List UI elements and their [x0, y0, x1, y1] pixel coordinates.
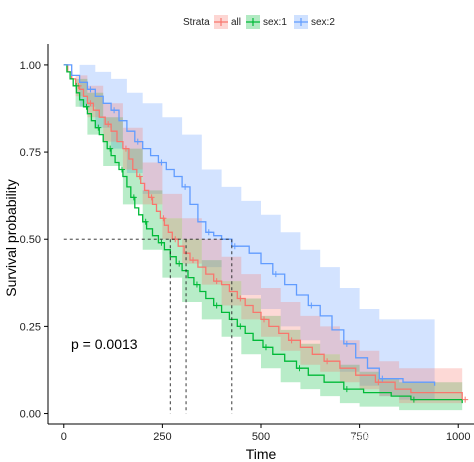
censor-mark-sex-2 — [343, 340, 350, 347]
censor-mark-sex-2 — [134, 138, 141, 145]
censor-mark-sex-1 — [158, 239, 165, 246]
legend-label-all: all — [231, 17, 241, 28]
y-tick-label: 0.50 — [20, 234, 41, 246]
legend-label-sex-2: sex:2 — [311, 17, 335, 28]
censor-mark-sex-2 — [205, 229, 212, 236]
censor-mark-sex-1 — [296, 365, 303, 372]
survival-curve-sex-2 — [63, 64, 436, 386]
censor-mark-all — [105, 121, 112, 128]
x-tick-label: 500 — [252, 431, 270, 443]
x-axis-title: Time — [246, 446, 277, 462]
censor-mark-all — [462, 396, 469, 403]
ci-band-all — [63, 64, 463, 407]
censor-mark-all — [261, 316, 267, 323]
censor-mark-all — [160, 215, 167, 222]
x-tick-label: 0 — [61, 431, 67, 443]
censor-mark-sex-1 — [73, 82, 80, 89]
censor-mark-all — [288, 337, 295, 344]
x-tick-label: 750 — [350, 431, 368, 443]
censor-mark-all — [375, 379, 382, 386]
censor-mark-all — [87, 100, 94, 107]
censor-mark-sex-2 — [272, 271, 279, 278]
censor-mark-sex-1 — [176, 260, 183, 267]
censor-mark-sex-1 — [237, 323, 244, 330]
censor-mark-sex-1 — [410, 396, 417, 403]
y-tick-label: 0.25 — [20, 321, 41, 333]
confidence-bands — [63, 64, 463, 411]
legend: Strata all sex:1 sex:2 — [183, 15, 335, 29]
censor-mark-all — [324, 358, 331, 365]
censor-mark-sex-1 — [262, 344, 269, 351]
censor-mark-sex-1 — [213, 302, 220, 309]
median-lines — [63, 238, 233, 414]
censor-mark-all — [237, 295, 244, 302]
censor-mark-sex-2 — [182, 183, 189, 190]
censor-mark-sex-1 — [95, 124, 102, 131]
legend-key-mark — [294, 18, 308, 26]
censor-mark-sex-1 — [193, 281, 200, 288]
legend-title: Strata — [183, 17, 210, 28]
censor-mark-sex-1 — [119, 166, 125, 173]
censor-mark-sex-1 — [343, 386, 350, 393]
censor-mark-sex-2 — [158, 159, 165, 166]
y-tick-label: 0.75 — [20, 147, 41, 159]
censor-mark-sex-1 — [107, 145, 114, 152]
x-tick-label: 250 — [153, 431, 171, 443]
censor-mark-all — [213, 278, 220, 285]
axes: 0.00 0.25 0.50 0.75 1.00 0 250 500 750 1000 — [20, 44, 474, 443]
censor-mark-all — [122, 145, 129, 152]
y-tick-label: 1.00 — [20, 60, 41, 72]
p-value-label: p = 0.0013 — [71, 336, 138, 352]
censor-mark-sex-2 — [379, 375, 386, 382]
censor-marks — [73, 82, 469, 403]
censor-mark-sex-2 — [231, 243, 238, 250]
legend-label-sex-1: sex:1 — [263, 17, 287, 28]
censor-mark-sex-2 — [111, 107, 118, 114]
legend-key-mark — [214, 18, 228, 26]
y-tick-label: 0.00 — [20, 409, 41, 421]
legend-key-mark — [246, 18, 260, 26]
censor-mark-sex-2 — [308, 302, 315, 309]
censor-mark-sex-1 — [142, 218, 149, 225]
x-tick-label: 1000 — [446, 431, 470, 443]
watermark-text: 知乎 @窗外西斜的阳光 — [314, 431, 448, 447]
ci-band-sex-2 — [63, 64, 435, 404]
censor-mark-all — [136, 173, 143, 180]
censor-mark-all — [148, 194, 155, 201]
censor-mark-sex-1 — [130, 194, 137, 201]
censor-mark-sex-1 — [83, 103, 90, 110]
y-axis-title: Survival probability — [3, 179, 19, 297]
censor-mark-sex-2 — [87, 86, 94, 93]
censor-mark-all — [190, 257, 196, 264]
